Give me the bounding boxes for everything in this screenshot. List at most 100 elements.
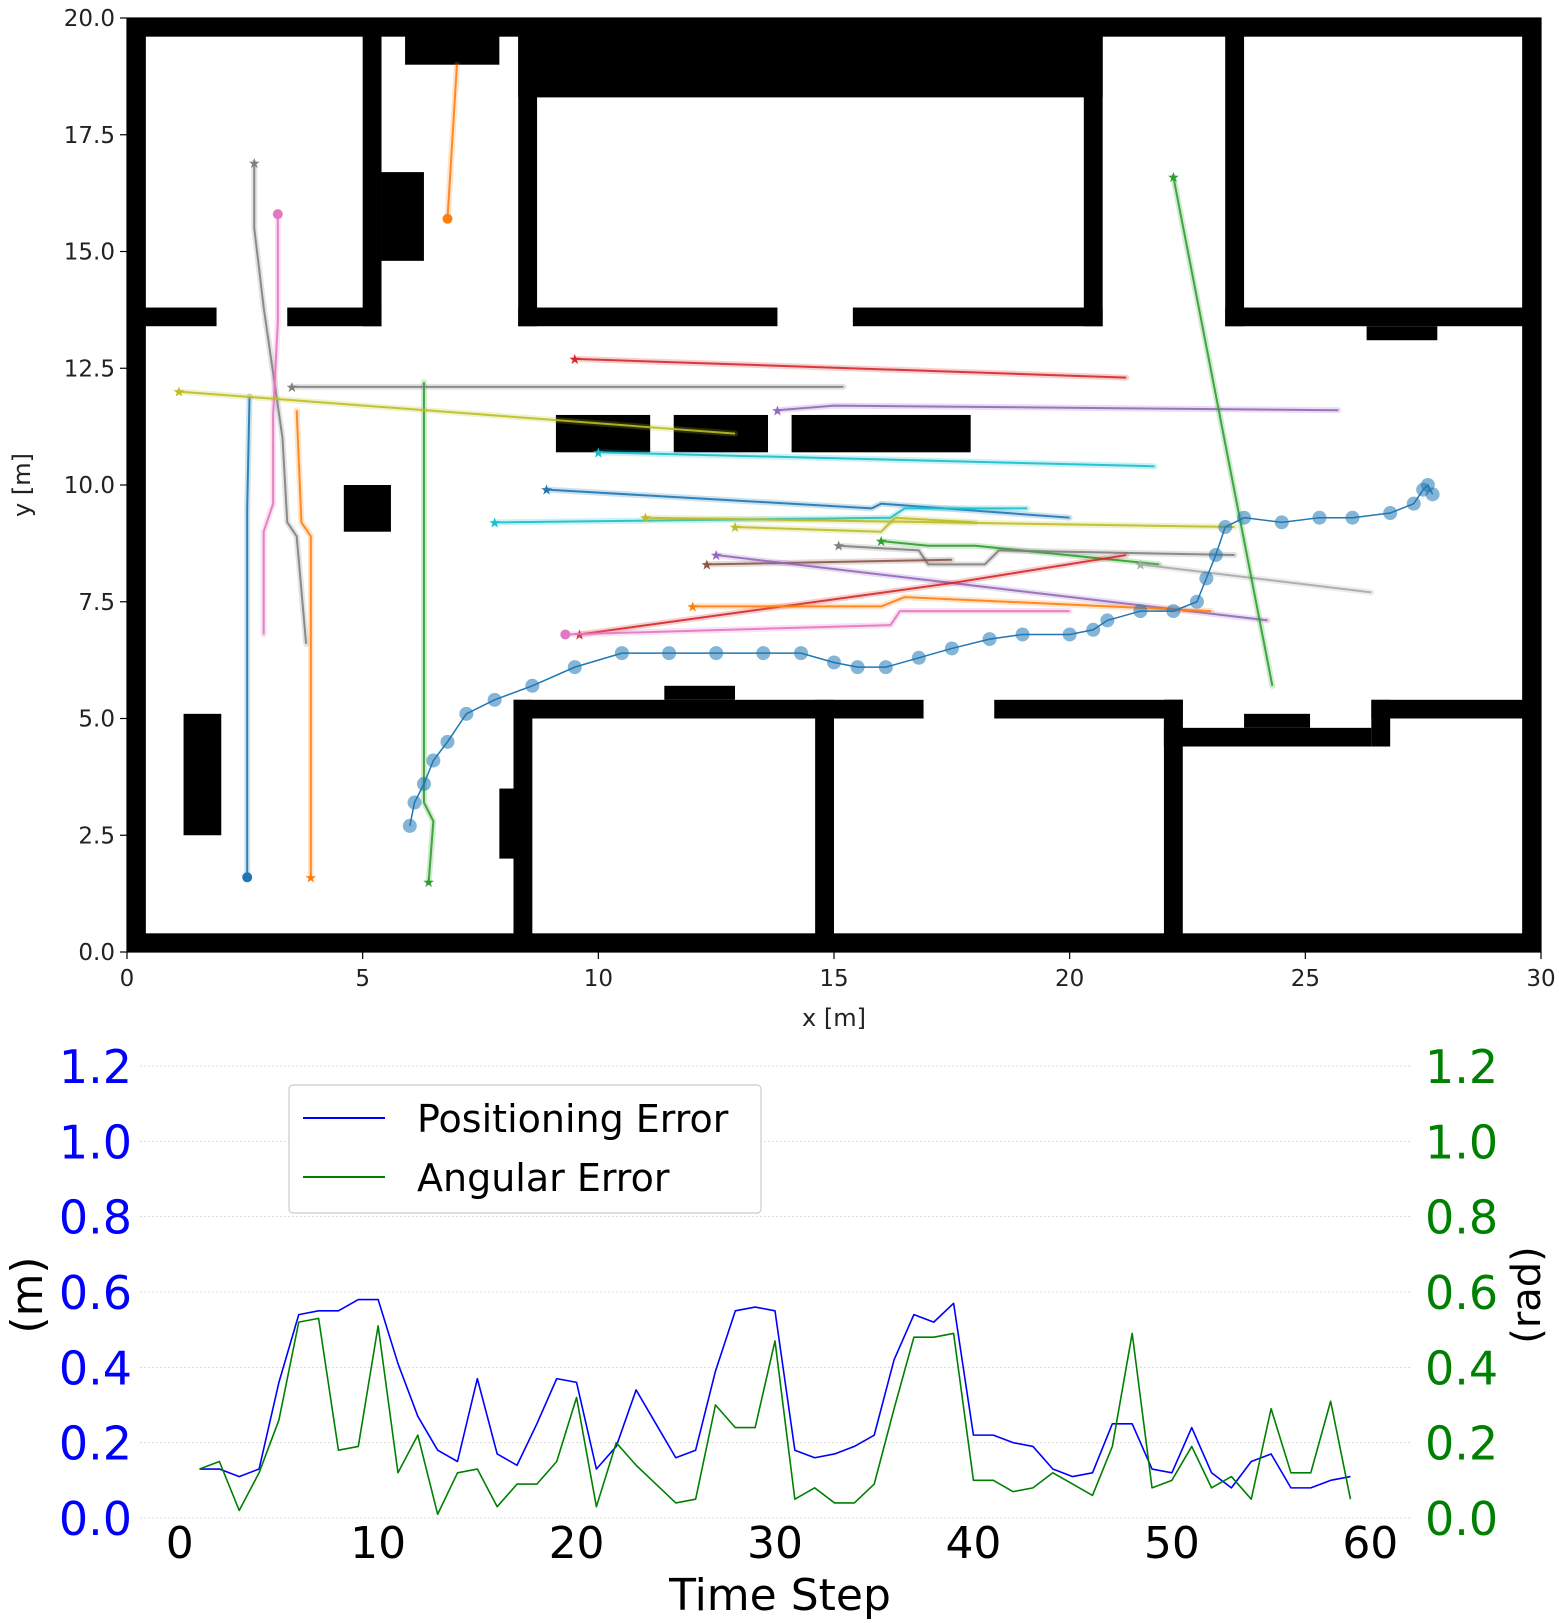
obstacle: [1163, 699, 1183, 747]
obstacle: [852, 307, 1103, 327]
map-y-tick-label: 17.5: [64, 123, 115, 149]
trajectory: ★: [771, 402, 1342, 419]
obstacle: [664, 685, 736, 700]
legend: Positioning Error Angular Error: [288, 1084, 762, 1214]
obstacle: [1225, 18, 1245, 327]
error-right-y-axis-label: (rad): [1504, 1246, 1550, 1344]
robot-path-point: [1199, 571, 1214, 586]
legend-label-angular: Angular Error: [417, 1156, 670, 1200]
map-y-tick-label: 5.0: [78, 707, 115, 733]
trajectory-line: [579, 554, 1127, 636]
x-tick-label: 60: [1342, 1518, 1398, 1569]
robot-path-point: [982, 632, 997, 647]
trajectory-line: [1172, 176, 1274, 687]
map-x-tick-label: 10: [584, 966, 613, 992]
map-y-axis-label: y [m]: [8, 453, 36, 517]
error-x-ticks: 0 10 20 30 40 50 60: [166, 1518, 1399, 1569]
robot-path-point: [794, 646, 809, 661]
trajectory: ★: [700, 556, 955, 573]
obstacle: [1371, 699, 1541, 719]
x-tick-label: 50: [1144, 1518, 1200, 1569]
obstacle: [405, 18, 500, 65]
trajectory-line: [777, 404, 1339, 412]
left-y-tick-label: 0.2: [59, 1417, 132, 1471]
obstacle: [513, 699, 924, 719]
trajectory-start-marker: ★: [488, 515, 501, 531]
robot-path-point: [1274, 515, 1289, 530]
right-y-tick-label: 0.0: [1425, 1492, 1498, 1546]
trajectory-line: [881, 540, 1160, 566]
trajectory: ★: [286, 380, 847, 396]
series-line: [199, 1298, 1351, 1489]
trajectories: ★★ ★★ ★★★★★★ ★★★★★★★★★★: [173, 61, 1375, 891]
x-tick-label: 40: [945, 1518, 1001, 1569]
trajectory-start-marker: ★: [875, 534, 888, 550]
obstacle: [1522, 18, 1541, 952]
trajectory: ★: [1167, 170, 1276, 689]
obstacle: [381, 172, 424, 261]
map-obstacles: [127, 18, 1541, 952]
trajectory-line: [178, 390, 736, 435]
robot-path-point: [1086, 622, 1101, 637]
robot-path-point: [878, 660, 893, 675]
right-y-tick-label: 1.2: [1425, 1040, 1498, 1094]
trajectory: ★: [729, 514, 979, 536]
trajectory: ★: [248, 156, 310, 647]
map-x-tick-label: 20: [1055, 966, 1084, 992]
map-y-tick-label: 2.5: [78, 823, 115, 849]
right-y-tick-label: 0.8: [1425, 1191, 1498, 1245]
trajectory-start-marker: ★: [248, 156, 261, 172]
series-line: [199, 1317, 1352, 1516]
trajectory-line: [574, 357, 1127, 379]
trajectory-line: [262, 214, 279, 635]
obstacle: [362, 18, 382, 327]
trajectory: ★: [540, 483, 1073, 521]
trajectory-line: [1140, 563, 1372, 594]
robot-path-point: [827, 655, 841, 670]
map-y-tick-label: 10.0: [64, 473, 115, 499]
trajectory-line: [446, 64, 458, 219]
trajectory: [260, 209, 283, 638]
x-tick-label: 20: [549, 1518, 605, 1569]
map-y-tick-label: 12.5: [64, 356, 115, 382]
trajectory-start-marker: ★: [592, 445, 605, 461]
trajectory-start-marker: ★: [710, 548, 723, 564]
obstacle: [791, 414, 971, 453]
trajectory-line: [295, 410, 312, 878]
trajectory-line: [598, 451, 1155, 468]
robot-path-point: [1312, 510, 1327, 525]
robot-path-point: [1100, 613, 1115, 628]
left-y-tick-label: 0.6: [59, 1266, 132, 1320]
trajectory: ★: [173, 385, 739, 437]
trajectory-line: [253, 162, 308, 644]
obstacle: [1366, 326, 1438, 341]
robot-path-point: [944, 641, 959, 656]
robot-path-point: [567, 660, 582, 675]
map-x-tick-label: 15: [819, 966, 848, 992]
trajectory: ★: [592, 445, 1158, 470]
robot-path-point: [1133, 604, 1148, 619]
robot-path-point: [1345, 510, 1360, 525]
robot-path-point: [850, 660, 865, 675]
obstacle: [343, 485, 391, 532]
trajectory-start-marker: ★: [540, 483, 553, 499]
map-x-tick-label: 5: [355, 966, 370, 992]
map-y-tick-label: 0.0: [78, 940, 115, 966]
left-y-tick-label: 0.8: [59, 1191, 132, 1245]
robot-path-point: [1015, 627, 1030, 642]
robot-path-point: [911, 650, 926, 665]
trajectory-start-marker: [560, 629, 571, 640]
left-y-tick-label: 1.2: [59, 1040, 132, 1094]
trajectory: ★: [875, 534, 1163, 568]
robot-path-point: [426, 753, 441, 768]
obstacle: [673, 414, 769, 453]
obstacle: [1244, 713, 1311, 728]
obstacle: [183, 713, 222, 836]
obstacle: [127, 307, 217, 327]
trajectory: ★: [832, 539, 1238, 568]
trajectory-line: [734, 516, 976, 533]
robot-path-point: [416, 776, 431, 791]
obstacle: [1163, 699, 1183, 952]
map-x-axis-label: x [m]: [802, 1004, 866, 1032]
